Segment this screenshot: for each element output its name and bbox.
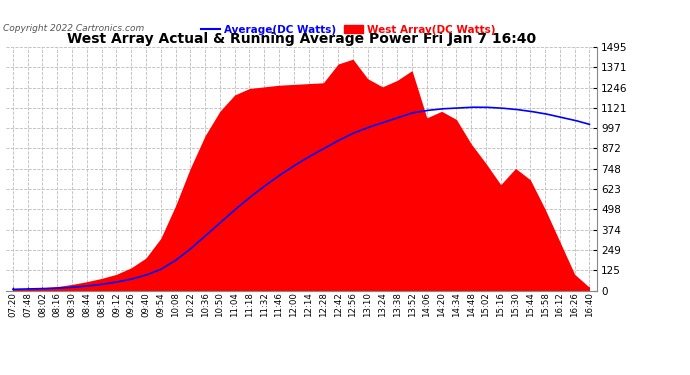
Title: West Array Actual & Running Average Power Fri Jan 7 16:40: West Array Actual & Running Average Powe… [67, 32, 535, 46]
Legend: Average(DC Watts), West Array(DC Watts): Average(DC Watts), West Array(DC Watts) [197, 20, 500, 39]
Text: Copyright 2022 Cartronics.com: Copyright 2022 Cartronics.com [3, 24, 145, 33]
